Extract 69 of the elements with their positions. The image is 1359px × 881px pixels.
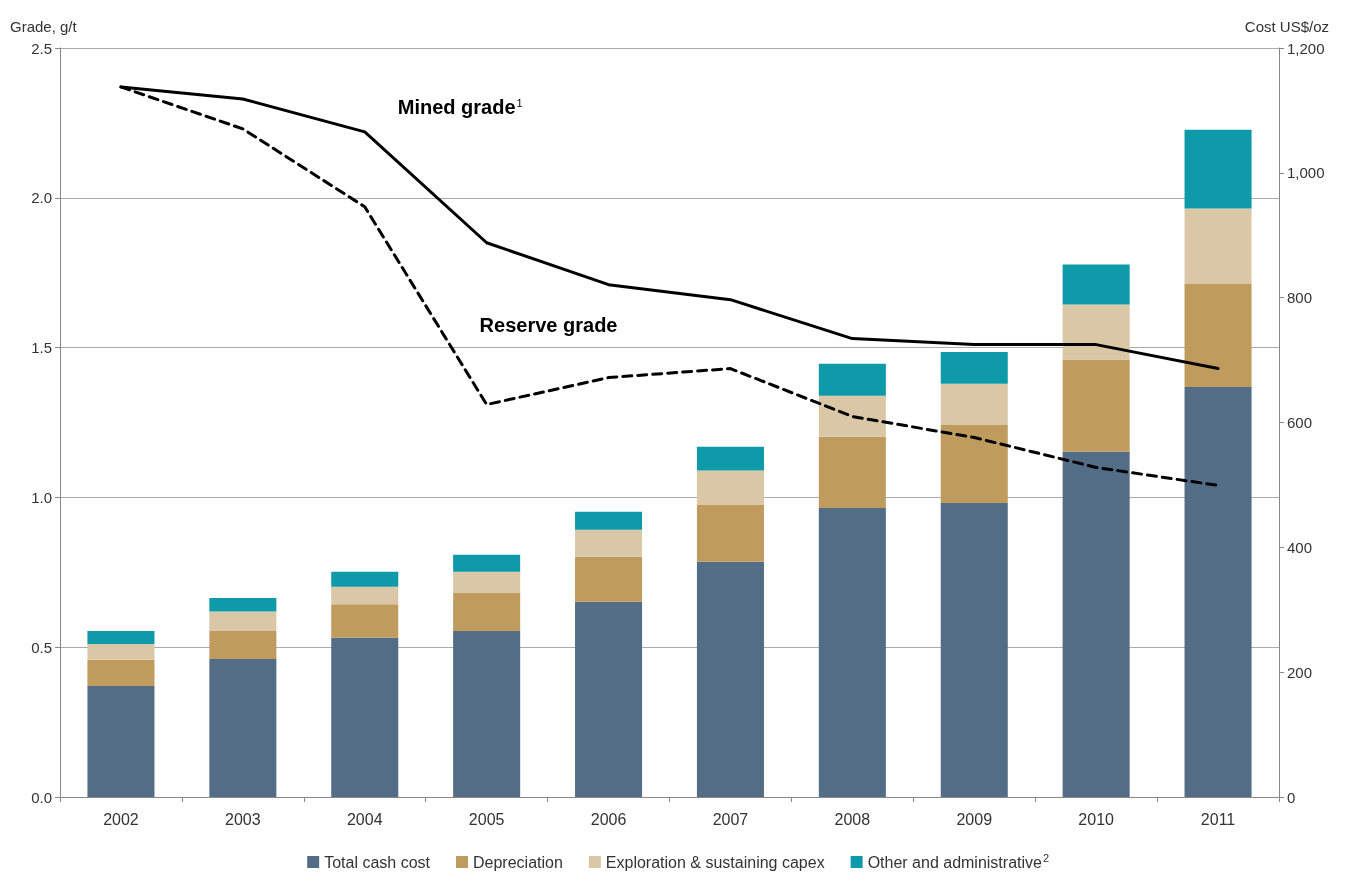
x-tick-label: 2010 <box>1078 810 1115 828</box>
bar <box>575 556 643 602</box>
bar <box>818 363 886 396</box>
bar <box>331 604 399 638</box>
y2-tick-label: 800 <box>1287 289 1313 307</box>
y2-tick-label: 1,000 <box>1287 164 1325 182</box>
y2-tick-label: 1,200 <box>1287 39 1325 57</box>
y-tick-label: 2.0 <box>31 189 52 207</box>
bar <box>575 529 643 557</box>
x-tick-label: 2007 <box>712 810 749 828</box>
bar <box>453 571 521 593</box>
x-tick-label: 2009 <box>956 810 993 828</box>
bar <box>1062 264 1130 305</box>
bar <box>575 601 643 797</box>
bar <box>87 644 155 660</box>
bar <box>818 395 886 437</box>
x-tick-label: 2003 <box>225 810 261 828</box>
y-tick-label: 1.0 <box>31 488 52 506</box>
x-tick-label: 2004 <box>346 810 383 828</box>
x-tick-label: 2006 <box>590 810 627 828</box>
x-tick-label: 2002 <box>103 810 139 828</box>
bar <box>1062 304 1130 360</box>
bar <box>696 561 764 797</box>
bar <box>1184 386 1252 797</box>
bar <box>453 554 521 572</box>
bar <box>818 436 886 509</box>
bar <box>940 383 1008 425</box>
bar <box>940 351 1008 384</box>
y2-tick-label: 0 <box>1287 788 1296 806</box>
bar <box>940 425 1008 504</box>
bar <box>209 659 277 797</box>
bar <box>331 586 399 605</box>
series-label: Reserve grade <box>479 313 618 336</box>
bar <box>87 659 155 686</box>
bar <box>87 685 155 797</box>
y2-tick-label: 600 <box>1287 414 1313 431</box>
bar <box>87 630 155 645</box>
y-tick-label: 0.0 <box>31 788 52 806</box>
bar <box>209 597 277 612</box>
bar <box>696 504 764 562</box>
bar <box>818 508 886 797</box>
bar <box>940 503 1008 797</box>
legend-label: Exploration & sustaining capex <box>605 853 825 871</box>
legend-label: Total cash cost <box>324 853 431 871</box>
bar <box>331 637 399 797</box>
bar <box>209 630 277 660</box>
legend-label: Depreciation <box>473 853 563 871</box>
bar <box>696 470 764 505</box>
y-tick-label: 1.5 <box>31 339 52 357</box>
bar <box>453 630 521 797</box>
bar <box>331 571 399 587</box>
y-tick-label: 0.5 <box>31 638 52 656</box>
y-tick-label: 2.5 <box>31 39 52 57</box>
bar <box>1062 359 1130 452</box>
bar <box>696 446 764 471</box>
bar <box>575 511 643 530</box>
y2-tick-label: 200 <box>1287 663 1313 681</box>
y-axis-title: Grade, g/t <box>10 18 78 35</box>
bar <box>1184 129 1252 209</box>
y2-axis-title: Cost US$/oz <box>1244 18 1329 35</box>
bar <box>209 611 277 631</box>
bar <box>1184 208 1252 284</box>
x-tick-label: 2008 <box>834 810 871 828</box>
x-tick-label: 2005 <box>468 810 505 828</box>
x-tick-label: 2011 <box>1200 810 1236 828</box>
bar <box>1184 283 1252 387</box>
y2-tick-label: 400 <box>1287 538 1313 556</box>
bar <box>1062 451 1130 797</box>
bar <box>453 592 521 631</box>
